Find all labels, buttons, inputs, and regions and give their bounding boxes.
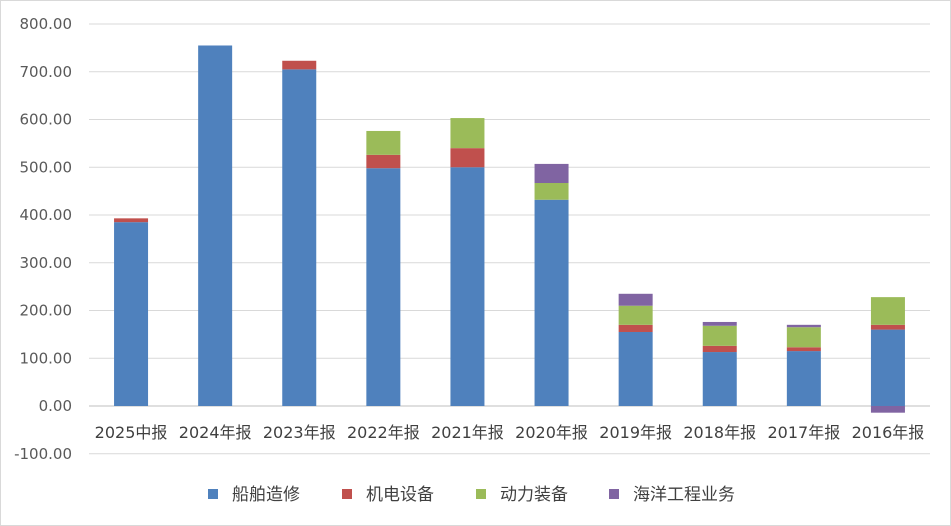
x-category-label-7: 2018年报 xyxy=(683,423,756,442)
bar-2020年报-船舶造修 xyxy=(534,199,569,406)
y-tick-label-0: -100.00 xyxy=(14,445,72,463)
legend-swatch-1 xyxy=(342,489,352,499)
x-category-label-5: 2020年报 xyxy=(515,423,588,442)
y-tick-label-5: 400.00 xyxy=(20,206,73,224)
bar-2017年报-海洋工程业务 xyxy=(786,324,821,328)
bar-2022年报-船舶造修 xyxy=(366,168,401,406)
bar-2022年报-机电设备 xyxy=(366,154,401,169)
x-category-label-6: 2019年报 xyxy=(599,423,672,442)
y-tick-label-1: 0.00 xyxy=(39,397,72,415)
y-tick-label-3: 200.00 xyxy=(20,302,73,320)
y-tick-label-2: 100.00 xyxy=(20,349,73,367)
x-category-label-8: 2017年报 xyxy=(767,423,840,442)
x-category-label-1: 2024年报 xyxy=(179,423,252,442)
bars xyxy=(114,45,905,413)
bar-2021年报-机电设备 xyxy=(450,148,485,168)
legend-swatch-0 xyxy=(208,489,218,499)
bar-2018年报-海洋工程业务 xyxy=(702,321,737,326)
x-category-label-3: 2022年报 xyxy=(347,423,420,442)
x-category-label-9: 2016年报 xyxy=(852,423,925,442)
bar-2022年报-动力装备 xyxy=(366,130,401,155)
bar-2025中报-机电设备 xyxy=(114,218,149,223)
bar-2023年报-船舶造修 xyxy=(282,69,317,407)
legend-label-3: 海洋工程业务 xyxy=(633,485,735,505)
bar-2021年报-动力装备 xyxy=(450,118,485,149)
y-tick-label-4: 300.00 xyxy=(20,254,73,272)
bar-2019年报-机电设备 xyxy=(618,324,653,332)
x-category-label-0: 2025中报 xyxy=(95,423,168,442)
y-tick-label-7: 600.00 xyxy=(20,111,73,129)
legend-swatch-3 xyxy=(609,489,619,499)
bar-2025中报-船舶造修 xyxy=(114,222,149,406)
bar-2020年报-海洋工程业务 xyxy=(534,163,569,184)
bar-2020年报-动力装备 xyxy=(534,183,569,200)
bar-2016年报-船舶造修 xyxy=(870,329,905,406)
bar-2023年报-机电设备 xyxy=(282,60,317,70)
bar-2016年报-机电设备 xyxy=(870,324,905,330)
legend-label-1: 机电设备 xyxy=(366,485,434,505)
legend-label-0: 船舶造修 xyxy=(232,485,300,505)
bar-2018年报-船舶造修 xyxy=(702,352,737,406)
bar-2016年报-海洋工程业务 xyxy=(870,406,905,413)
x-category-label-4: 2021年报 xyxy=(431,423,504,442)
bar-2016年报-动力装备 xyxy=(870,297,905,325)
bar-2019年报-海洋工程业务 xyxy=(618,293,653,306)
legend: 船舶造修 机电设备 动力装备 海洋工程业务 xyxy=(208,485,735,505)
bar-2019年报-船舶造修 xyxy=(618,331,653,406)
bar-2019年报-动力装备 xyxy=(618,305,653,325)
bar-2017年报-船舶造修 xyxy=(786,351,821,406)
y-tick-label-9: 800.00 xyxy=(20,15,73,33)
bar-2017年报-机电设备 xyxy=(786,347,821,352)
bar-2018年报-动力装备 xyxy=(702,325,737,346)
bar-2017年报-动力装备 xyxy=(786,327,821,348)
bar-2021年报-船舶造修 xyxy=(450,167,485,406)
bar-2018年报-机电设备 xyxy=(702,345,737,353)
x-category-label-2: 2023年报 xyxy=(263,423,336,442)
legend-label-2: 动力装备 xyxy=(500,485,568,505)
legend-swatch-2 xyxy=(476,489,486,499)
y-tick-label-8: 700.00 xyxy=(20,63,73,81)
y-axis-tick-labels: -100.00 0.00 100.00 200.00 300.00 400.00 500.0… xyxy=(14,15,72,463)
x-axis-category-labels: 2025中报 2024年报 2023年报 2022年报 2021年报 2020年报 2019… xyxy=(95,423,925,442)
y-tick-label-6: 500.00 xyxy=(20,158,73,176)
bar-2024年报-船舶造修 xyxy=(198,45,233,407)
